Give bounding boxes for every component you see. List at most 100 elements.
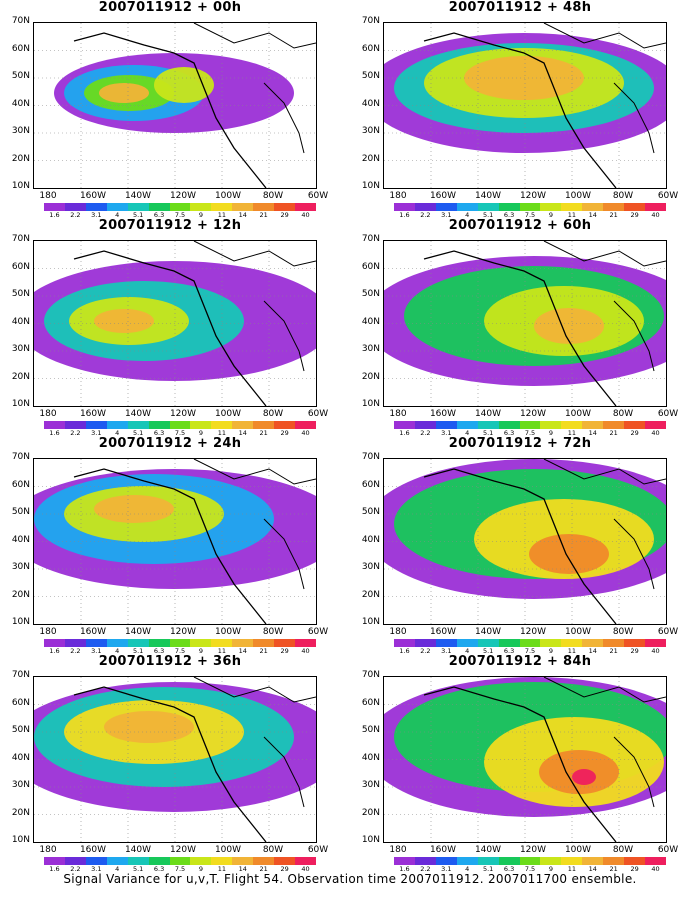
latitude-label: 20N — [361, 807, 380, 818]
longitude-label: 120W — [519, 627, 547, 637]
colorbar-label: 6.3 — [503, 647, 515, 655]
colorbar-swatch — [274, 857, 296, 865]
colorbar-label: 2.2 — [420, 865, 431, 873]
colorbar-label: 3.1 — [91, 647, 102, 655]
colorbar-swatch — [603, 421, 625, 429]
longitude-label: 80W — [262, 191, 284, 201]
colorbar-swatch — [561, 639, 583, 647]
colorbar-label: 40 — [301, 865, 310, 873]
colorbar-swatch — [274, 421, 296, 429]
colorbar-swatch — [498, 421, 520, 429]
colorbar-label: 14 — [238, 429, 247, 437]
longitude-label: 160W — [429, 627, 457, 637]
longitude-label: 80W — [262, 409, 284, 419]
colorbar-swatch — [64, 203, 86, 211]
colorbar-swatch — [561, 203, 583, 211]
longitude-label: 80W — [612, 627, 634, 637]
variance-map — [383, 676, 667, 843]
map-panel: 2007011912 + 48h 70N 60N 50N 40N 30N 20N 10N 180… — [350, 0, 690, 219]
colorbar — [44, 639, 316, 647]
latitude-label: 70N — [11, 670, 30, 680]
latitude-label: 70N — [361, 452, 380, 462]
colorbar-label: 5.1 — [132, 211, 144, 219]
colorbar-swatch — [64, 639, 86, 647]
colorbar-label: 21 — [609, 647, 618, 655]
colorbar-swatch — [253, 857, 275, 865]
colorbar-label: 3.1 — [441, 429, 452, 437]
colorbar-swatch — [624, 421, 646, 429]
colorbar-swatch — [477, 421, 499, 429]
colorbar-swatch — [211, 857, 233, 865]
colorbar-label: 6.3 — [503, 865, 515, 873]
colorbar-swatch — [232, 639, 254, 647]
longitude-label: 100W — [564, 409, 592, 419]
colorbar-label: 7.5 — [524, 429, 536, 437]
colorbar-swatch — [190, 203, 212, 211]
latitude-label: 20N — [11, 153, 30, 164]
map-panel: 2007011912 + 84h 70N 60N 50N 40N 30N 20N 10N 180… — [350, 654, 690, 873]
panel-title: 2007011912 + 48h — [448, 0, 592, 15]
colorbar-swatch — [645, 421, 666, 429]
longitude-label: 160W — [429, 409, 457, 419]
colorbar-label: 3.1 — [91, 865, 102, 873]
colorbar-swatch — [85, 421, 107, 429]
latitude-label: 30N — [11, 344, 30, 354]
latitude-label: 40N — [11, 752, 30, 763]
colorbar-label: 21 — [609, 865, 618, 873]
longitude-label: 80W — [612, 191, 634, 201]
colorbar-swatch — [295, 203, 316, 211]
latitude-label: 30N — [361, 780, 380, 790]
latitude-label: 50N — [361, 507, 380, 517]
latitude-label: 10N — [361, 399, 380, 409]
colorbar-label: 4 — [465, 647, 470, 655]
colorbar-swatch — [232, 857, 254, 865]
colorbar-swatch — [456, 421, 478, 429]
colorbar-swatch — [645, 857, 666, 865]
variance-map — [383, 240, 667, 407]
colorbar-label: 5.1 — [132, 865, 144, 873]
longitude-label: 140W — [474, 191, 502, 201]
longitude-label: 160W — [79, 845, 107, 855]
longitude-label: 60W — [657, 191, 679, 201]
colorbar-label: 40 — [301, 211, 310, 219]
colorbar-label: 5.1 — [482, 865, 494, 873]
map-panel: 2007011912 + 72h 70N 60N 50N 40N 30N 20N 10N 180… — [350, 436, 690, 655]
colorbar — [394, 203, 666, 211]
colorbar-label: 11 — [567, 429, 576, 437]
colorbar-swatch — [624, 203, 646, 211]
colorbar-swatch — [456, 857, 478, 865]
latitude-label: 60N — [11, 479, 30, 490]
colorbar-label: 1.6 — [399, 647, 410, 655]
latitude-label: 20N — [11, 589, 30, 600]
colorbar-label: 21 — [259, 647, 268, 655]
colorbar — [394, 421, 666, 429]
colorbar-label: 6.3 — [153, 429, 165, 437]
colorbar-swatch — [148, 639, 170, 647]
colorbar-swatch — [519, 857, 541, 865]
longitude-label: 140W — [124, 191, 152, 201]
colorbar-label: 4 — [115, 647, 120, 655]
longitude-label: 60W — [657, 845, 679, 855]
colorbar-swatch — [64, 421, 86, 429]
colorbar-swatch — [582, 203, 604, 211]
colorbar-swatch — [44, 857, 65, 865]
figure-caption: Signal Variance for u,v,T. Flight 54. Ob… — [63, 872, 637, 886]
colorbar-label: 2.2 — [420, 429, 431, 437]
longitude-label: 140W — [474, 627, 502, 637]
longitude-label: 180 — [389, 845, 407, 855]
colorbar-label: 14 — [588, 647, 597, 655]
colorbar-label: 2.2 — [70, 429, 81, 437]
colorbar-label: 21 — [259, 429, 268, 437]
colorbar-swatch — [169, 421, 191, 429]
variance-map — [33, 676, 317, 843]
latitude-label: 60N — [11, 261, 30, 272]
latitude-label: 60N — [361, 43, 380, 54]
colorbar-label: 4 — [115, 865, 120, 873]
colorbar-swatch — [106, 857, 128, 865]
latitude-label: 50N — [11, 725, 30, 735]
latitude-label: 10N — [11, 617, 30, 627]
latitude-label: 70N — [361, 234, 380, 244]
colorbar-swatch — [519, 421, 541, 429]
longitude-label: 120W — [169, 409, 197, 419]
latitude-label: 10N — [11, 835, 30, 845]
